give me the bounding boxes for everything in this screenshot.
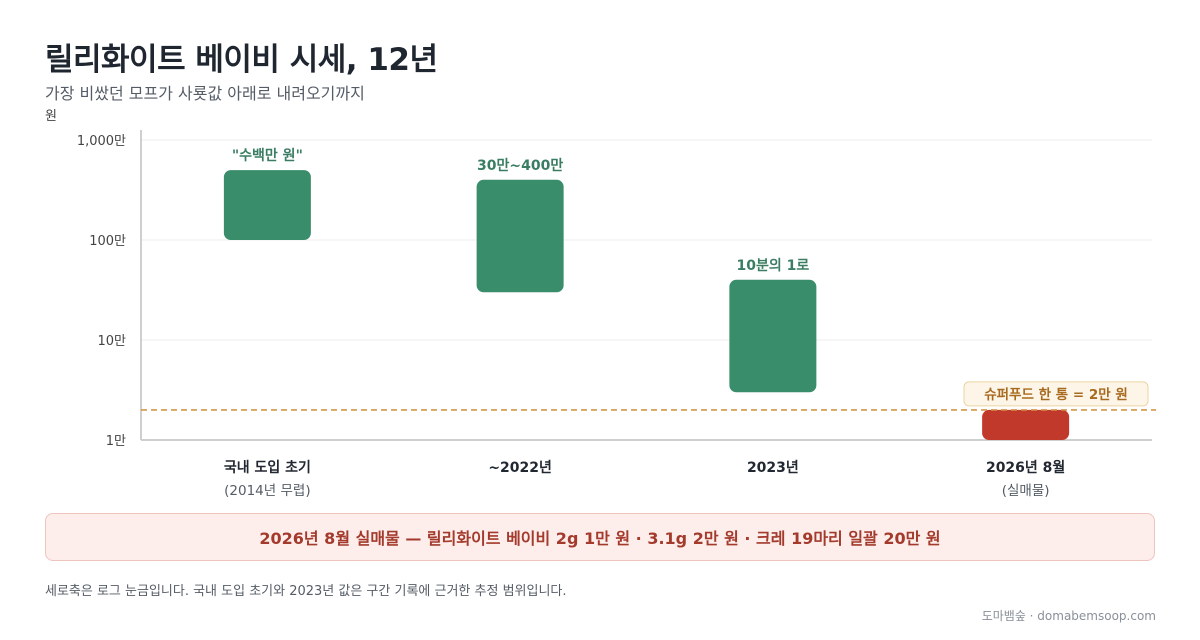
y-tick-label: 100만	[89, 234, 126, 249]
y-axis-label: 원	[45, 109, 57, 124]
chart-title: 릴리화이트 베이비 시세, 12년	[45, 42, 438, 78]
x-tick-label: 국내 도입 초기	[224, 460, 311, 476]
x-tick-label: ~2022년	[488, 460, 552, 476]
x-tick-label: 2023년	[747, 460, 799, 476]
reference-label: 슈퍼푸드 한 통 = 2만 원	[984, 387, 1128, 403]
chart-subtitle: 가장 비쌌던 모프가 사룟값 아래로 내려오기까지	[45, 84, 365, 103]
footnote: 세로축은 로그 눈금입니다. 국내 도입 초기와 2023년 값은 구간 기록에…	[45, 584, 567, 599]
range-bar	[982, 409, 1070, 440]
site-credit: 도마뱀숲 · domabemsoop.com	[981, 609, 1156, 623]
y-tick-label: 1만	[106, 434, 126, 449]
summary-banner: 2026년 8월 실매물 — 릴리화이트 베이비 2g 1만 원 · 3.1g …	[45, 513, 1155, 561]
y-tick-label: 10만	[97, 334, 126, 349]
x-tick-sublabel: (실매물)	[1002, 483, 1050, 499]
range-bar	[476, 179, 564, 293]
bar-value-label: 10분의 1로	[737, 257, 810, 274]
bar-value-label: 30만~400만	[477, 158, 563, 174]
x-tick-label: 2026년 8월	[986, 459, 1065, 476]
reference-label-box	[963, 381, 1149, 407]
bar-value-label: "수백만 원"	[232, 148, 303, 164]
range-bar	[729, 279, 817, 393]
x-tick-sublabel: (2014년 무렵)	[224, 483, 310, 499]
summary-banner-text: 2026년 8월 실매물 — 릴리화이트 베이비 2g 1만 원 · 3.1g …	[259, 529, 941, 548]
range-bar	[223, 170, 311, 240]
y-tick-label: 1,000만	[77, 134, 126, 149]
